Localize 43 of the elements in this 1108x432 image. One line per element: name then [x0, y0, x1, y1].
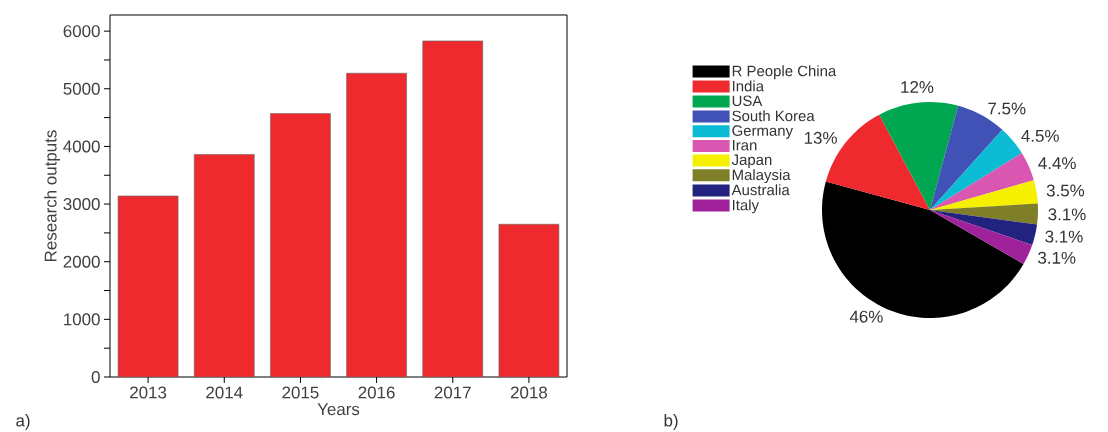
legend-label: South Korea	[732, 110, 815, 122]
y-axis-title: Research outputs	[44, 130, 60, 261]
legend-label: R People China	[732, 65, 837, 80]
x-tick-label: 2013	[130, 386, 167, 399]
data-label: 4.4%	[1038, 157, 1076, 170]
legend-label: Japan	[731, 154, 772, 168]
bar	[194, 154, 255, 377]
legend-label: Iran	[732, 140, 757, 151]
text: b)	[664, 414, 678, 430]
bar	[498, 223, 560, 377]
legend-label: Malaysia	[732, 169, 791, 184]
y-tick-label: 3000	[63, 198, 100, 211]
legend-label: Italy	[732, 199, 759, 214]
y-tick-label: 2000	[63, 255, 100, 268]
y-tick-label: 4000	[63, 140, 100, 153]
data-label: 13%	[804, 131, 837, 144]
x-tick-label: 2018	[510, 386, 548, 399]
legend-label: Germany	[732, 125, 794, 139]
x-tick-label: 2015	[282, 386, 319, 399]
x-tick-label: 2016	[358, 386, 395, 399]
data-label: 7.5%	[988, 102, 1026, 115]
y-tick-label: 1000	[64, 313, 100, 326]
bar	[422, 40, 483, 377]
legend-label: India	[732, 80, 764, 92]
data-label: 3.1%	[1048, 208, 1086, 221]
data-label: 12%	[901, 81, 934, 93]
y-tick-label: 6000	[63, 25, 100, 38]
legend-label: USA	[732, 95, 763, 107]
bar	[118, 196, 179, 377]
data-label: 3.1%	[1038, 251, 1076, 264]
text: a)	[16, 414, 30, 430]
data-label: 3.1%	[1045, 230, 1083, 243]
y-tick-label: 0	[91, 371, 100, 383]
x-tick-label: 2014	[206, 386, 243, 399]
y-tick-label: 5000	[63, 82, 100, 95]
x-axis-title: Years	[317, 403, 360, 416]
data-label: 4.5%	[1021, 129, 1059, 142]
legend-label: Australia	[731, 184, 790, 196]
bar	[346, 73, 407, 377]
bar	[270, 113, 331, 377]
x-tick-label: 2017	[434, 386, 471, 399]
data-label: 3.5%	[1046, 184, 1085, 197]
data-label: 46%	[849, 310, 883, 323]
